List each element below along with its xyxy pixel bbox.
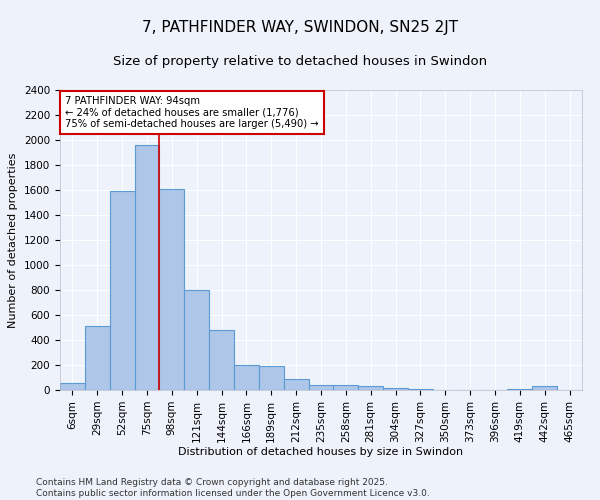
Bar: [160, 188, 184, 390]
Bar: [134, 145, 160, 390]
Bar: [308, 385, 334, 390]
Bar: [358, 386, 383, 390]
Bar: [532, 386, 557, 390]
Text: 7 PATHFINDER WAY: 94sqm
← 24% of detached houses are smaller (1,776)
75% of semi: 7 PATHFINDER WAY: 94sqm ← 24% of detache…: [65, 96, 319, 129]
Bar: [85, 326, 110, 390]
Bar: [234, 365, 259, 390]
Bar: [209, 330, 234, 390]
Text: Contains HM Land Registry data © Crown copyright and database right 2025.
Contai: Contains HM Land Registry data © Crown c…: [36, 478, 430, 498]
Bar: [383, 388, 408, 390]
Bar: [259, 366, 284, 390]
Y-axis label: Number of detached properties: Number of detached properties: [8, 152, 19, 328]
Bar: [334, 385, 358, 390]
X-axis label: Distribution of detached houses by size in Swindon: Distribution of detached houses by size …: [178, 448, 464, 458]
Bar: [60, 382, 85, 390]
Bar: [184, 290, 209, 390]
Text: Size of property relative to detached houses in Swindon: Size of property relative to detached ho…: [113, 55, 487, 68]
Text: 7, PATHFINDER WAY, SWINDON, SN25 2JT: 7, PATHFINDER WAY, SWINDON, SN25 2JT: [142, 20, 458, 35]
Bar: [284, 379, 308, 390]
Bar: [110, 191, 134, 390]
